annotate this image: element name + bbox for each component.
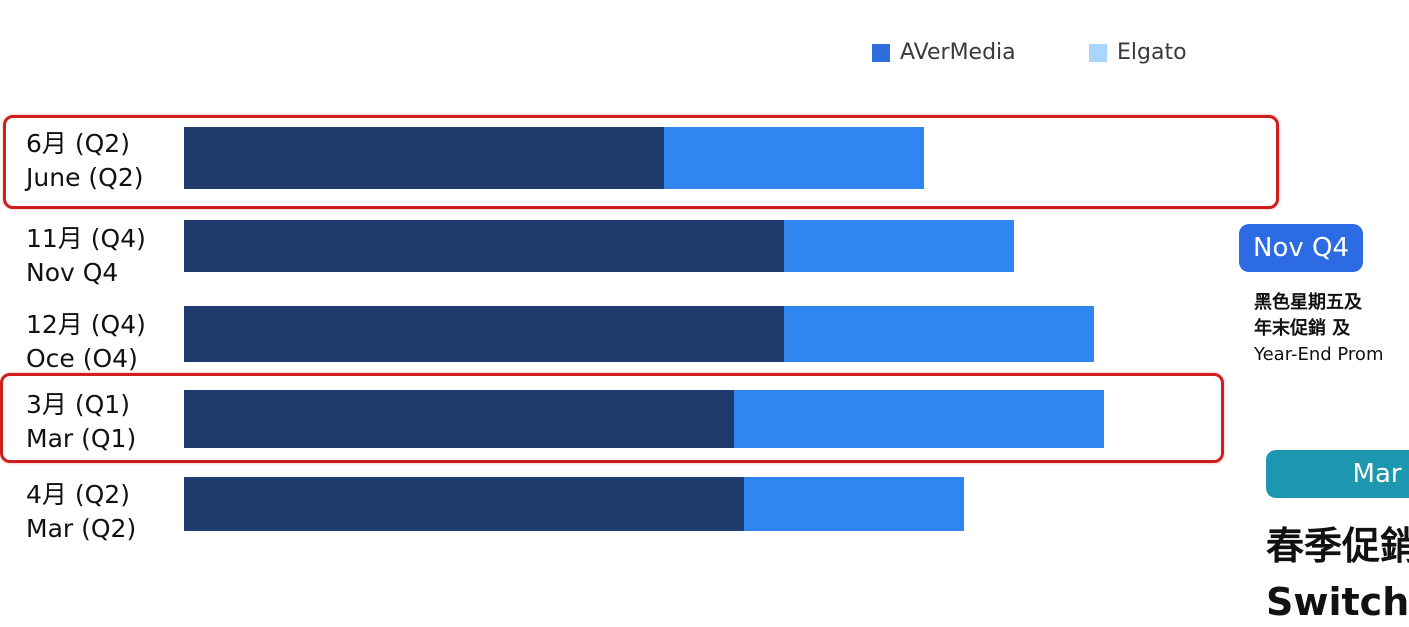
row-label-en: Nov Q4 [26, 258, 119, 287]
bar-avermedia-4 [184, 477, 744, 531]
highlight-box-june [3, 115, 1279, 209]
row-label-zh: 12月 (Q4) [26, 310, 146, 339]
bar-avermedia-2 [184, 306, 784, 362]
legend-swatch-elgato [1089, 43, 1107, 62]
bar-elgato-0 [664, 127, 924, 189]
mar-badge: Mar ( [1266, 450, 1409, 498]
row-label-en: Mar (Q2) [26, 514, 137, 543]
nov-q4-badge: Nov Q4 [1239, 224, 1364, 272]
row-label-mar-q1: 3月 (Q1) Mar (Q1) [26, 388, 136, 456]
promo-note-line2: 年末促銷 及 [1254, 318, 1351, 339]
row-label-zh: 11月 (Q4) [26, 224, 146, 253]
row-label-zh: 6月 (Q2) [26, 129, 130, 158]
row-label-en: Oce (O4) [26, 344, 138, 373]
spring-promo-text: 春季促銷 [1266, 524, 1409, 568]
bar-elgato-2 [784, 306, 1094, 362]
row-label-en: Mar (Q1) [26, 424, 137, 453]
bar-avermedia-3 [184, 390, 734, 448]
promo-note: 黑色星期五及 年末促銷 及 Year-End Prom [1254, 290, 1409, 368]
bar-elgato-4 [744, 477, 964, 531]
promo-note-line1: 黑色星期五及 [1254, 292, 1362, 313]
legend-item-avermedia: AVerMedia [872, 40, 1016, 65]
bar-elgato-1 [784, 220, 1014, 272]
highlight-box-march [0, 373, 1224, 463]
legend-swatch-avermedia [872, 43, 890, 62]
row-label-apr: 4月 (Q2) Mar (Q2) [26, 478, 136, 546]
row-label-june: 6月 (Q2) June (Q2) [26, 127, 143, 195]
row-label-en: June (Q2) [26, 163, 144, 192]
row-label-dec: 12月 (Q4) Oce (O4) [26, 308, 146, 376]
row-label-nov: 11月 (Q4) Nov Q4 [26, 222, 146, 290]
legend-label-elgato: Elgato [1117, 40, 1187, 65]
row-label-zh: 4月 (Q2) [26, 480, 130, 509]
bar-elgato-3 [734, 390, 1104, 448]
bar-avermedia-1 [184, 220, 784, 272]
switch2-text: Switch2 [1266, 580, 1409, 624]
row-label-zh: 3月 (Q1) [26, 390, 130, 419]
promo-note-line3: Year-End Prom [1254, 344, 1384, 365]
legend-item-elgato: Elgato [1089, 40, 1187, 65]
legend-label-avermedia: AVerMedia [900, 40, 1016, 65]
bar-avermedia-0 [184, 127, 664, 189]
